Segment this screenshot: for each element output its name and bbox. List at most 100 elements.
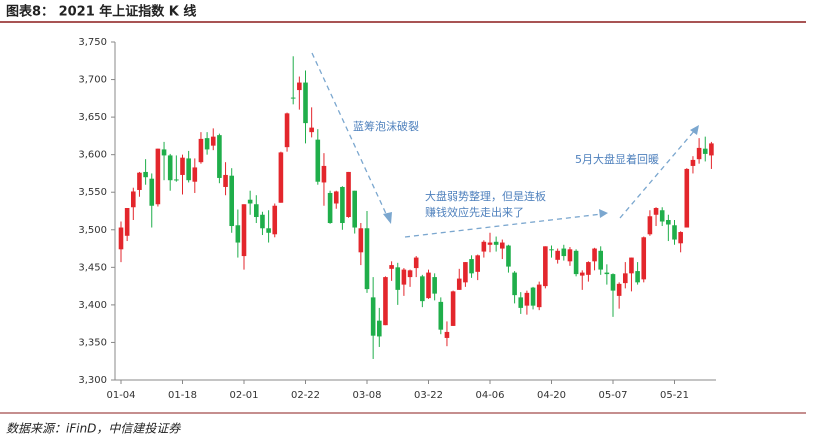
candle-body (653, 207, 659, 215)
y-tick-label: 3,700 (78, 75, 107, 86)
candle-body (549, 249, 554, 251)
candle-body (204, 138, 210, 150)
candle-body (161, 149, 167, 156)
x-tick-label: 04-20 (537, 390, 566, 401)
x-tick-label: 03-08 (352, 390, 381, 401)
candle-body (629, 257, 634, 274)
candle-body (579, 272, 585, 276)
candle-body (536, 284, 542, 308)
candle-body (217, 135, 222, 178)
x-tick-label: 01-04 (106, 390, 135, 401)
annotation: 蓝筹泡沫破裂 (353, 119, 419, 133)
candle-body (702, 148, 708, 154)
candle-body (672, 225, 677, 240)
candle-body (260, 214, 265, 229)
x-tick-label: 05-07 (598, 390, 627, 401)
candle-body (420, 276, 425, 302)
candle-body (137, 172, 142, 190)
candle-body (254, 204, 259, 218)
candle-body (426, 272, 431, 299)
candle-body (186, 158, 191, 181)
candle-body (444, 331, 450, 338)
candle-body (512, 272, 517, 296)
x-tick-label: 03-22 (414, 390, 443, 401)
candle-body (641, 237, 647, 280)
candle-body (604, 272, 610, 275)
candle-body (266, 228, 271, 233)
candle-body (174, 179, 179, 181)
candle-body (321, 165, 327, 183)
candle-body (377, 320, 382, 337)
candle-body (118, 227, 124, 250)
candle-body (487, 242, 493, 245)
candle-body (481, 241, 487, 252)
candle-body (456, 278, 462, 290)
candle-body (659, 210, 665, 222)
candle-body (340, 186, 345, 224)
candle-body (401, 269, 407, 285)
y-tick-label: 3,300 (78, 375, 107, 386)
annotation: 5月大盘显着回暖 (575, 152, 659, 166)
candle-body (666, 220, 671, 225)
y-tick-label: 3,550 (78, 187, 107, 198)
candle-body (463, 262, 468, 283)
y-tick-label: 3,350 (78, 337, 107, 348)
chart-title: 图表8： 2021 年上证指数 K 线 (6, 4, 196, 20)
candle-body (469, 259, 474, 274)
candle-body (327, 192, 333, 224)
candle-body (524, 292, 530, 306)
candle-body (432, 277, 437, 294)
candle-body (573, 250, 579, 275)
candle-body (518, 297, 524, 308)
x-tick-label: 05-21 (660, 390, 689, 401)
candle-body (598, 250, 603, 270)
arrow-heads (383, 125, 699, 224)
candle-body (364, 228, 370, 290)
y-tick-label: 3,450 (78, 262, 107, 273)
candle-body (235, 225, 241, 243)
candle-body (346, 171, 351, 218)
candle-body (690, 159, 696, 166)
x-tick-label: 02-22 (291, 390, 320, 401)
candle-body (131, 191, 136, 208)
candle-body (506, 245, 511, 267)
candle-body (383, 277, 388, 326)
x-tick-label: 04-06 (475, 390, 504, 401)
candle-body (192, 167, 198, 182)
candle-body (438, 301, 444, 330)
candle-body (149, 178, 155, 206)
candle-body (647, 216, 653, 235)
candle-body (586, 262, 591, 275)
candle-body (407, 270, 413, 278)
candle-body (610, 274, 616, 291)
candle-body (493, 241, 499, 245)
candle-body (623, 273, 628, 284)
candle-body (241, 204, 247, 257)
candle-body (389, 265, 394, 269)
candle-body (635, 271, 640, 283)
annotation: 大盘弱势整理，但是连板 (425, 189, 546, 203)
candle-body (278, 152, 284, 203)
candle-body (684, 168, 690, 228)
candle-body (143, 171, 148, 178)
candle-body (709, 143, 714, 156)
candle-body (284, 113, 290, 148)
source: 数据来源：iFinD，中信建投证券 (6, 422, 181, 436)
x-tick-label: 02-01 (229, 390, 258, 401)
annotation: 赚钱效应先走出来了 (425, 205, 524, 219)
trend-arrows (311, 52, 696, 238)
y-tick-label: 3,500 (78, 225, 107, 236)
candle-body (272, 205, 278, 235)
candle-body (210, 136, 216, 146)
candle-body (303, 82, 308, 124)
candle-body (333, 191, 339, 204)
candle-body (555, 250, 560, 260)
candle-body (592, 248, 597, 262)
candle-body (696, 147, 702, 160)
candle-body (616, 283, 622, 296)
y-tick-label: 3,650 (78, 112, 107, 123)
candle-body (315, 139, 321, 182)
candle-body (678, 232, 683, 244)
candle-body (247, 199, 253, 204)
